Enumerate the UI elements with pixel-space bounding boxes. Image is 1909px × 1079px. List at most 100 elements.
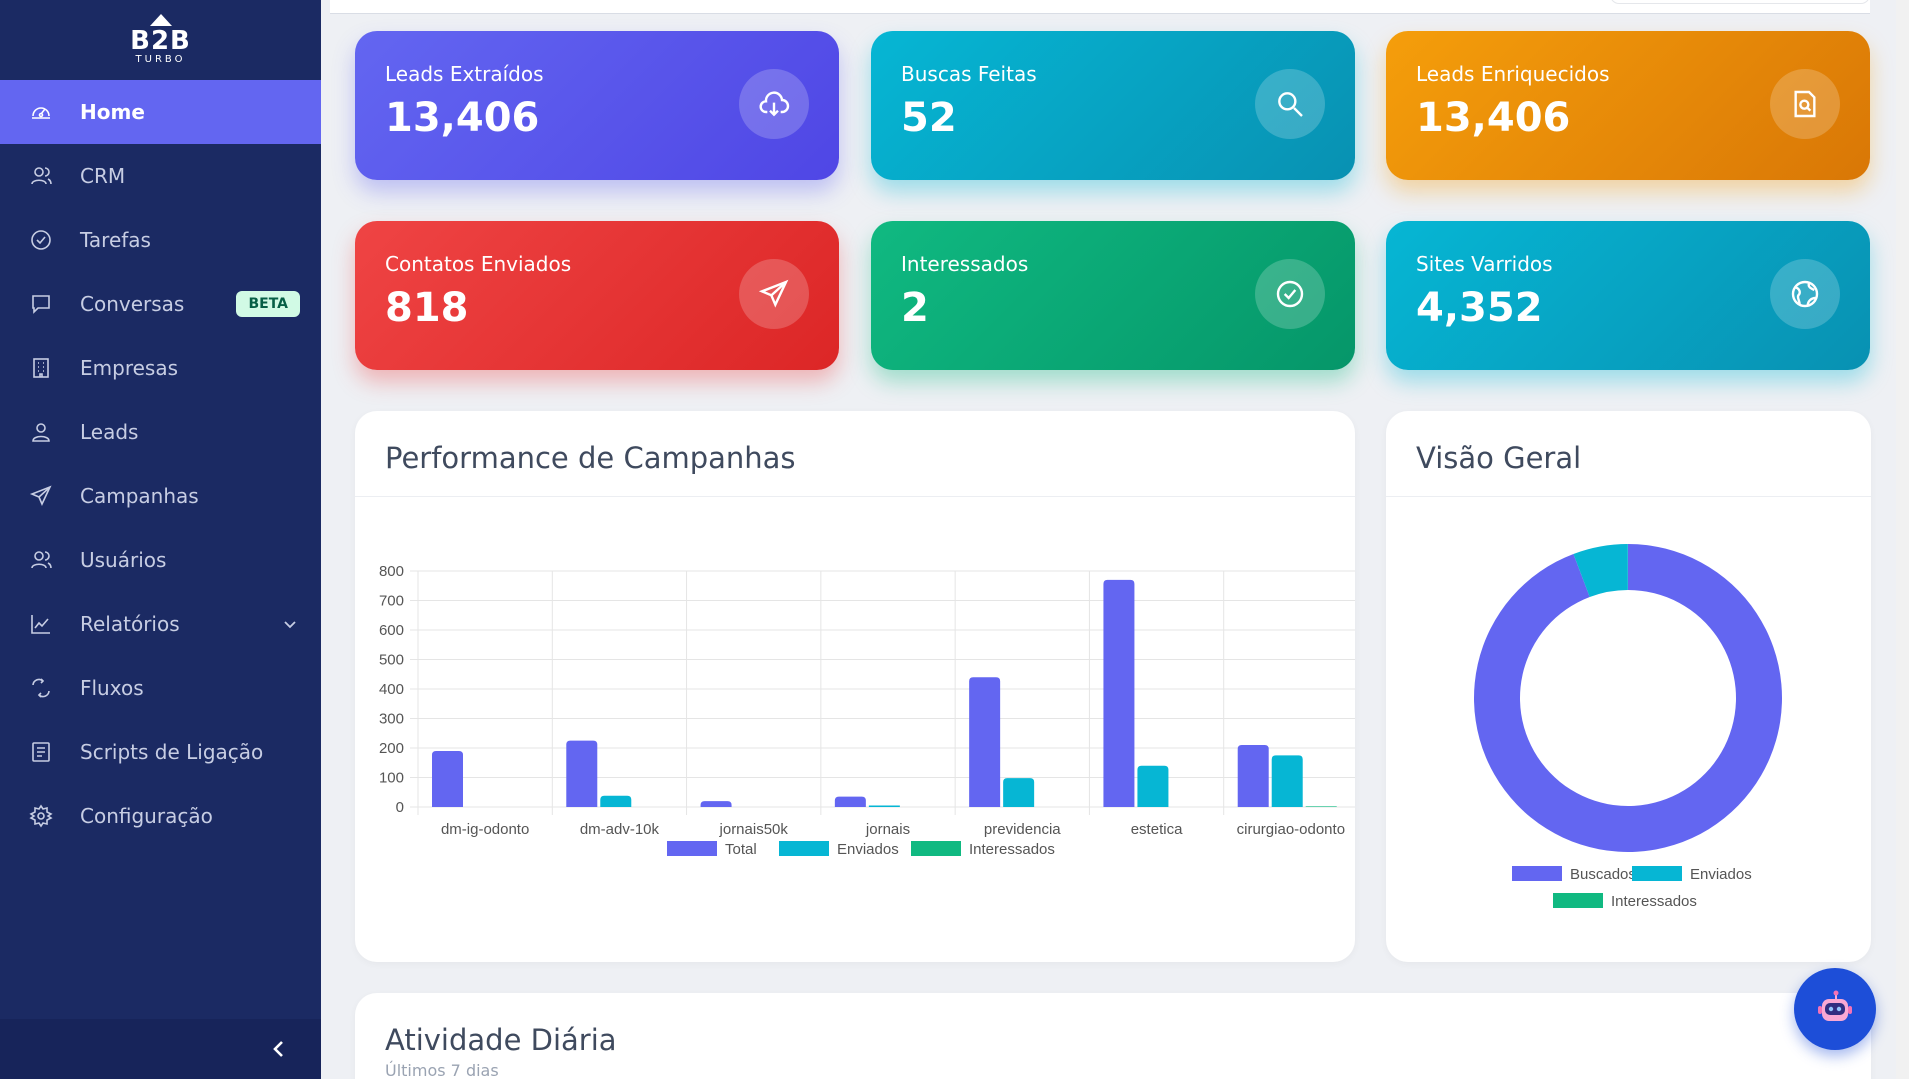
bar-total[interactable]	[969, 677, 1001, 807]
daily-activity-subtitle: Últimos 7 dias	[385, 1061, 499, 1079]
legend-label[interactable]: Interessados	[1611, 893, 1697, 910]
legend-swatch-total[interactable]	[667, 841, 717, 856]
y-tick-label: 500	[379, 652, 404, 669]
overview-doughnut-chart: Buscados Enviados Interessados	[1474, 544, 1782, 910]
sidebar-item-fluxos[interactable]: Fluxos	[0, 656, 321, 720]
stat-card-interessados[interactable]: Interessados 2	[871, 221, 1355, 370]
daily-activity-panel: Atividade Diária Últimos 7 dias	[355, 993, 1871, 1079]
bar-total[interactable]	[700, 801, 732, 807]
chart-line-icon	[28, 611, 54, 637]
sidebar-nav: Home CRM Tarefas Conversas BETA Empresas Leads…	[0, 80, 321, 848]
sidebar-item-relatorios[interactable]: Relatórios	[0, 592, 321, 656]
sidebar-item-label: Conversas	[80, 292, 185, 316]
performance-bar-chart: 0 100 200 300 400 500 600 700 800 dm-ig-odonto dm-…	[379, 563, 1355, 858]
bar-total[interactable]	[834, 796, 866, 807]
legend-swatch-interessados[interactable]	[1553, 893, 1603, 908]
bar-total[interactable]	[1103, 579, 1135, 807]
bar-enviados[interactable]	[1271, 755, 1303, 807]
y-tick-label: 800	[379, 563, 404, 580]
chat-icon	[28, 291, 54, 317]
slice-buscados[interactable]	[1474, 544, 1782, 852]
sidebar-item-label: Configuração	[80, 804, 213, 828]
check-circle-icon	[1255, 259, 1325, 329]
top-bar-pill[interactable]	[1610, 0, 1870, 4]
legend-label[interactable]: Total	[725, 841, 757, 858]
slice-enviados[interactable]	[1573, 544, 1628, 598]
sidebar-item-campanhas[interactable]: Campanhas	[0, 464, 321, 528]
collapse-sidebar-button[interactable]	[0, 1019, 321, 1079]
legend-label[interactable]: Buscados	[1570, 866, 1636, 883]
x-tick-label: jornais50k	[719, 821, 789, 838]
bar-enviados[interactable]	[600, 795, 632, 807]
bar-enviados[interactable]	[1003, 778, 1035, 807]
sidebar-item-label: Home	[80, 100, 145, 124]
stat-label: Interessados	[901, 252, 1029, 276]
stat-value: 4,352	[1416, 285, 1543, 331]
sidebar-item-scripts-de-ligacao[interactable]: Scripts de Ligação	[0, 720, 321, 784]
performance-panel: Performance de Campanhas 0 100 200 300 400 50…	[355, 411, 1355, 962]
y-tick-label: 200	[379, 740, 404, 757]
stat-value: 818	[385, 285, 469, 331]
chatbot-button[interactable]	[1794, 968, 1876, 1050]
bar-interessados[interactable]	[1305, 806, 1337, 807]
stat-value: 13,406	[385, 95, 540, 141]
sidebar-item-label: Relatórios	[80, 612, 180, 636]
sidebar-item-label: Scripts de Ligação	[80, 740, 264, 764]
sidebar-item-leads[interactable]: Leads	[0, 400, 321, 464]
dashboard-icon	[28, 99, 54, 125]
check-circle-icon	[28, 227, 54, 253]
sidebar-item-conversas[interactable]: Conversas BETA	[0, 272, 321, 336]
x-tick-label: dm-adv-10k	[580, 821, 660, 838]
beta-badge: BETA	[236, 291, 300, 317]
x-tick-label: dm-ig-odonto	[441, 821, 529, 838]
stat-card-leads-extraidos[interactable]: Leads Extraídos 13,406	[355, 31, 839, 180]
legend-swatch-buscados[interactable]	[1512, 866, 1562, 881]
stat-card-leads-enriquecidos[interactable]: Leads Enriquecidos 13,406	[1386, 31, 1870, 180]
daily-activity-title: Atividade Diária	[385, 1023, 617, 1057]
bar-enviados[interactable]	[868, 805, 900, 807]
brand-logo[interactable]: B2B TURBO	[0, 0, 321, 80]
legend-label[interactable]: Enviados	[837, 841, 899, 858]
sidebar-item-crm[interactable]: CRM	[0, 144, 321, 208]
bar-total[interactable]	[1237, 745, 1269, 807]
brand-tagline: TURBO	[135, 54, 186, 65]
sidebar-item-tarefas[interactable]: Tarefas	[0, 208, 321, 272]
stat-card-buscas-feitas[interactable]: Buscas Feitas 52	[871, 31, 1355, 180]
users-icon	[28, 547, 54, 573]
document-icon	[28, 739, 54, 765]
stat-label: Buscas Feitas	[901, 62, 1037, 86]
legend-label[interactable]: Enviados	[1690, 866, 1752, 883]
x-tick-label: estetica	[1131, 821, 1183, 838]
y-tick-label: 400	[379, 681, 404, 698]
stat-card-contatos-enviados[interactable]: Contatos Enviados 818	[355, 221, 839, 370]
legend-swatch-interessados[interactable]	[911, 841, 961, 856]
sidebar-item-label: Fluxos	[80, 676, 144, 700]
logo-triangle-icon	[149, 14, 172, 26]
cloud-download-icon	[739, 69, 809, 139]
sidebar-item-configuracao[interactable]: Configuração	[0, 784, 321, 848]
sidebar-item-home[interactable]: Home	[0, 80, 321, 144]
sidebar-item-label: Tarefas	[80, 228, 151, 252]
legend-label[interactable]: Interessados	[969, 841, 1055, 858]
stat-card-sites-varridos[interactable]: Sites Varridos 4,352	[1386, 221, 1870, 370]
x-tick-label: jornais	[865, 821, 910, 838]
sidebar-item-label: CRM	[80, 164, 126, 188]
scrollbar[interactable]	[1896, 0, 1909, 1079]
bar-total[interactable]	[566, 740, 598, 807]
search-icon	[1255, 69, 1325, 139]
sidebar-item-label: Leads	[80, 420, 139, 444]
sidebar-item-empresas[interactable]: Empresas	[0, 336, 321, 400]
chevron-left-icon	[273, 1041, 283, 1057]
x-tick-label: previdencia	[984, 821, 1061, 838]
chevron-down-icon[interactable]	[281, 614, 299, 632]
bar-total[interactable]	[432, 750, 463, 807]
user-icon	[28, 419, 54, 445]
sidebar-item-label: Empresas	[80, 356, 178, 380]
legend-swatch-enviados[interactable]	[779, 841, 829, 856]
stat-label: Contatos Enviados	[385, 252, 572, 276]
legend-swatch-enviados[interactable]	[1632, 866, 1682, 881]
y-tick-label: 600	[379, 622, 404, 639]
bar-enviados[interactable]	[1137, 765, 1169, 807]
sidebar-item-usuarios[interactable]: Usuários	[0, 528, 321, 592]
sidebar: B2B TURBO Home CRM Tarefas Conversas BETA Emp…	[0, 0, 321, 1079]
